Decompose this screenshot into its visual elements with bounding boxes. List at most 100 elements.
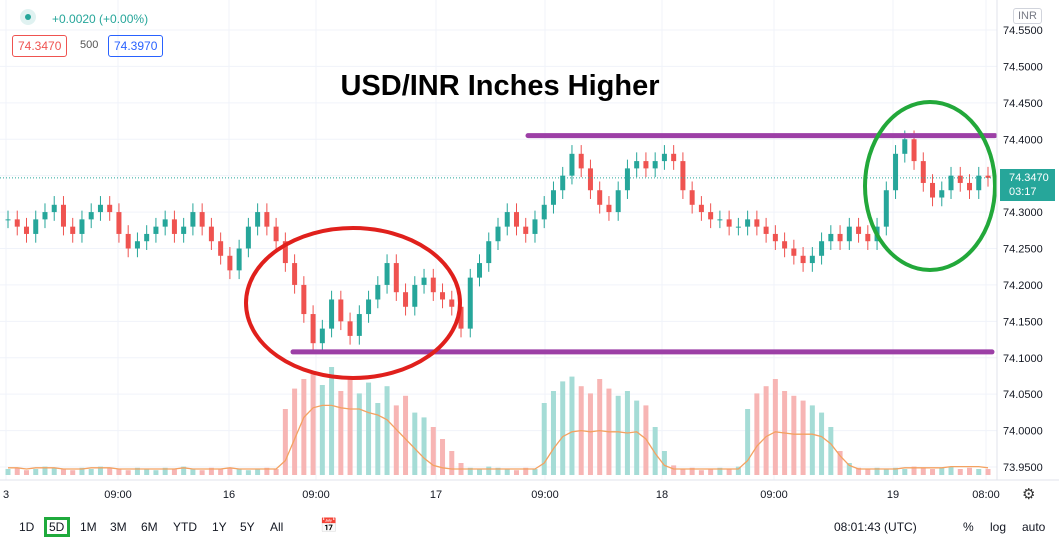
- range-5y[interactable]: 5Y: [240, 520, 255, 534]
- candle-body: [14, 219, 20, 227]
- candle-body: [560, 175, 566, 191]
- candle-body: [486, 241, 492, 264]
- price-tick-label: 74.2500: [1003, 244, 1043, 256]
- percent-toggle[interactable]: %: [963, 520, 974, 534]
- volume-bar: [144, 469, 150, 475]
- candle-body: [587, 168, 593, 191]
- candle-body: [449, 299, 455, 307]
- candle-body: [856, 226, 862, 234]
- candle-body: [51, 204, 57, 213]
- candle-body: [79, 219, 85, 234]
- candle-body: [403, 292, 409, 307]
- candle-body: [902, 139, 908, 154]
- price-tick-label: 74.0500: [1003, 389, 1043, 401]
- live-indicator-icon: [20, 9, 36, 25]
- candle-body: [227, 255, 233, 271]
- volume-bar: [809, 405, 815, 475]
- candle-body: [125, 233, 131, 249]
- candle-body: [624, 168, 630, 191]
- candle-body: [23, 226, 29, 234]
- time-tick-label: 09:00: [104, 489, 132, 501]
- price-tick-label: 74.5000: [1003, 61, 1043, 73]
- volume-bar: [60, 469, 66, 475]
- candle-body: [643, 161, 649, 169]
- candle-body: [661, 153, 667, 162]
- range-3m[interactable]: 3M: [110, 520, 127, 534]
- log-toggle[interactable]: log: [990, 520, 1007, 534]
- candle-body: [171, 219, 177, 234]
- candle-body: [615, 190, 621, 213]
- volume-bar: [856, 467, 862, 475]
- volume-bar: [384, 386, 390, 475]
- volume-bar: [837, 451, 843, 475]
- candle-body: [162, 219, 168, 227]
- volume-bar: [366, 382, 372, 475]
- time-tick-label: 08:00: [972, 489, 1000, 501]
- candle-body: [652, 161, 658, 169]
- volume-bar: [671, 465, 677, 475]
- range-1d[interactable]: 1D: [19, 520, 35, 534]
- candle-body: [97, 204, 103, 213]
- clock-utc[interactable]: 08:01:43 (UTC): [834, 520, 917, 534]
- candle-body: [5, 219, 11, 221]
- volume-bar: [615, 395, 621, 475]
- candle-body: [957, 175, 963, 183]
- volume-bar: [255, 469, 261, 475]
- volume-bar: [338, 391, 344, 475]
- volume-bar: [893, 467, 899, 475]
- range-1y[interactable]: 1Y: [212, 520, 227, 534]
- volume-bar: [347, 376, 353, 475]
- volume-bar: [14, 467, 20, 475]
- settings-gear-icon[interactable]: ⚙: [1022, 486, 1036, 503]
- range-5d[interactable]: 5D: [49, 520, 65, 534]
- candles: [5, 130, 991, 352]
- candle-body: [809, 255, 815, 264]
- volume-bar: [865, 469, 871, 475]
- spread-value: 500: [80, 39, 99, 51]
- candle-body: [930, 182, 936, 198]
- auto-toggle[interactable]: auto: [1022, 520, 1046, 534]
- volume-bar: [708, 469, 714, 475]
- range-1m[interactable]: 1M: [80, 520, 97, 534]
- volume-bar: [245, 470, 251, 475]
- range-all[interactable]: All: [270, 520, 284, 534]
- time-tick-label: 16: [223, 489, 235, 501]
- candle-body: [828, 233, 834, 242]
- volume-bar: [70, 470, 76, 475]
- ask-price-button[interactable]: 74.3970: [108, 35, 164, 57]
- volume-bar: [97, 466, 103, 475]
- currency-badge[interactable]: INR: [1013, 8, 1042, 24]
- candle-body: [819, 241, 825, 256]
- range-6m[interactable]: 6M: [141, 520, 158, 534]
- candle-body: [597, 190, 603, 205]
- volume-bar: [883, 469, 889, 475]
- volume-bar: [301, 379, 307, 475]
- price-tick-label: 74.0000: [1003, 426, 1043, 438]
- candle-body: [550, 190, 556, 205]
- candle-body: [708, 212, 714, 220]
- volume-bar: [319, 385, 325, 475]
- time-tick-label: 09:00: [760, 489, 788, 501]
- compare-calendar-icon[interactable]: 📅: [320, 517, 338, 533]
- price-chart[interactable]: 74.550074.500074.450074.400074.350074.30…: [0, 0, 1059, 513]
- candle-body: [967, 182, 973, 191]
- candle-body: [782, 241, 788, 249]
- bid-price-button[interactable]: 74.3470: [12, 35, 68, 57]
- candle-body: [837, 233, 843, 242]
- volume-bar: [550, 391, 556, 475]
- candle-body: [458, 306, 464, 329]
- candle-body: [495, 226, 501, 242]
- candle-body: [634, 161, 640, 169]
- volume-bar: [800, 400, 806, 475]
- volume-bar: [264, 467, 270, 475]
- volume-bar: [828, 427, 834, 475]
- volume-bar: [329, 367, 335, 475]
- candle-body: [134, 241, 140, 249]
- volume-bar: [560, 381, 566, 475]
- volume-bar: [763, 386, 769, 475]
- volume-bar: [227, 467, 233, 475]
- price-tick-label: 74.1500: [1003, 316, 1043, 328]
- volume-bar: [107, 467, 113, 475]
- range-ytd[interactable]: YTD: [173, 520, 197, 534]
- time-tick-label: 17: [430, 489, 442, 501]
